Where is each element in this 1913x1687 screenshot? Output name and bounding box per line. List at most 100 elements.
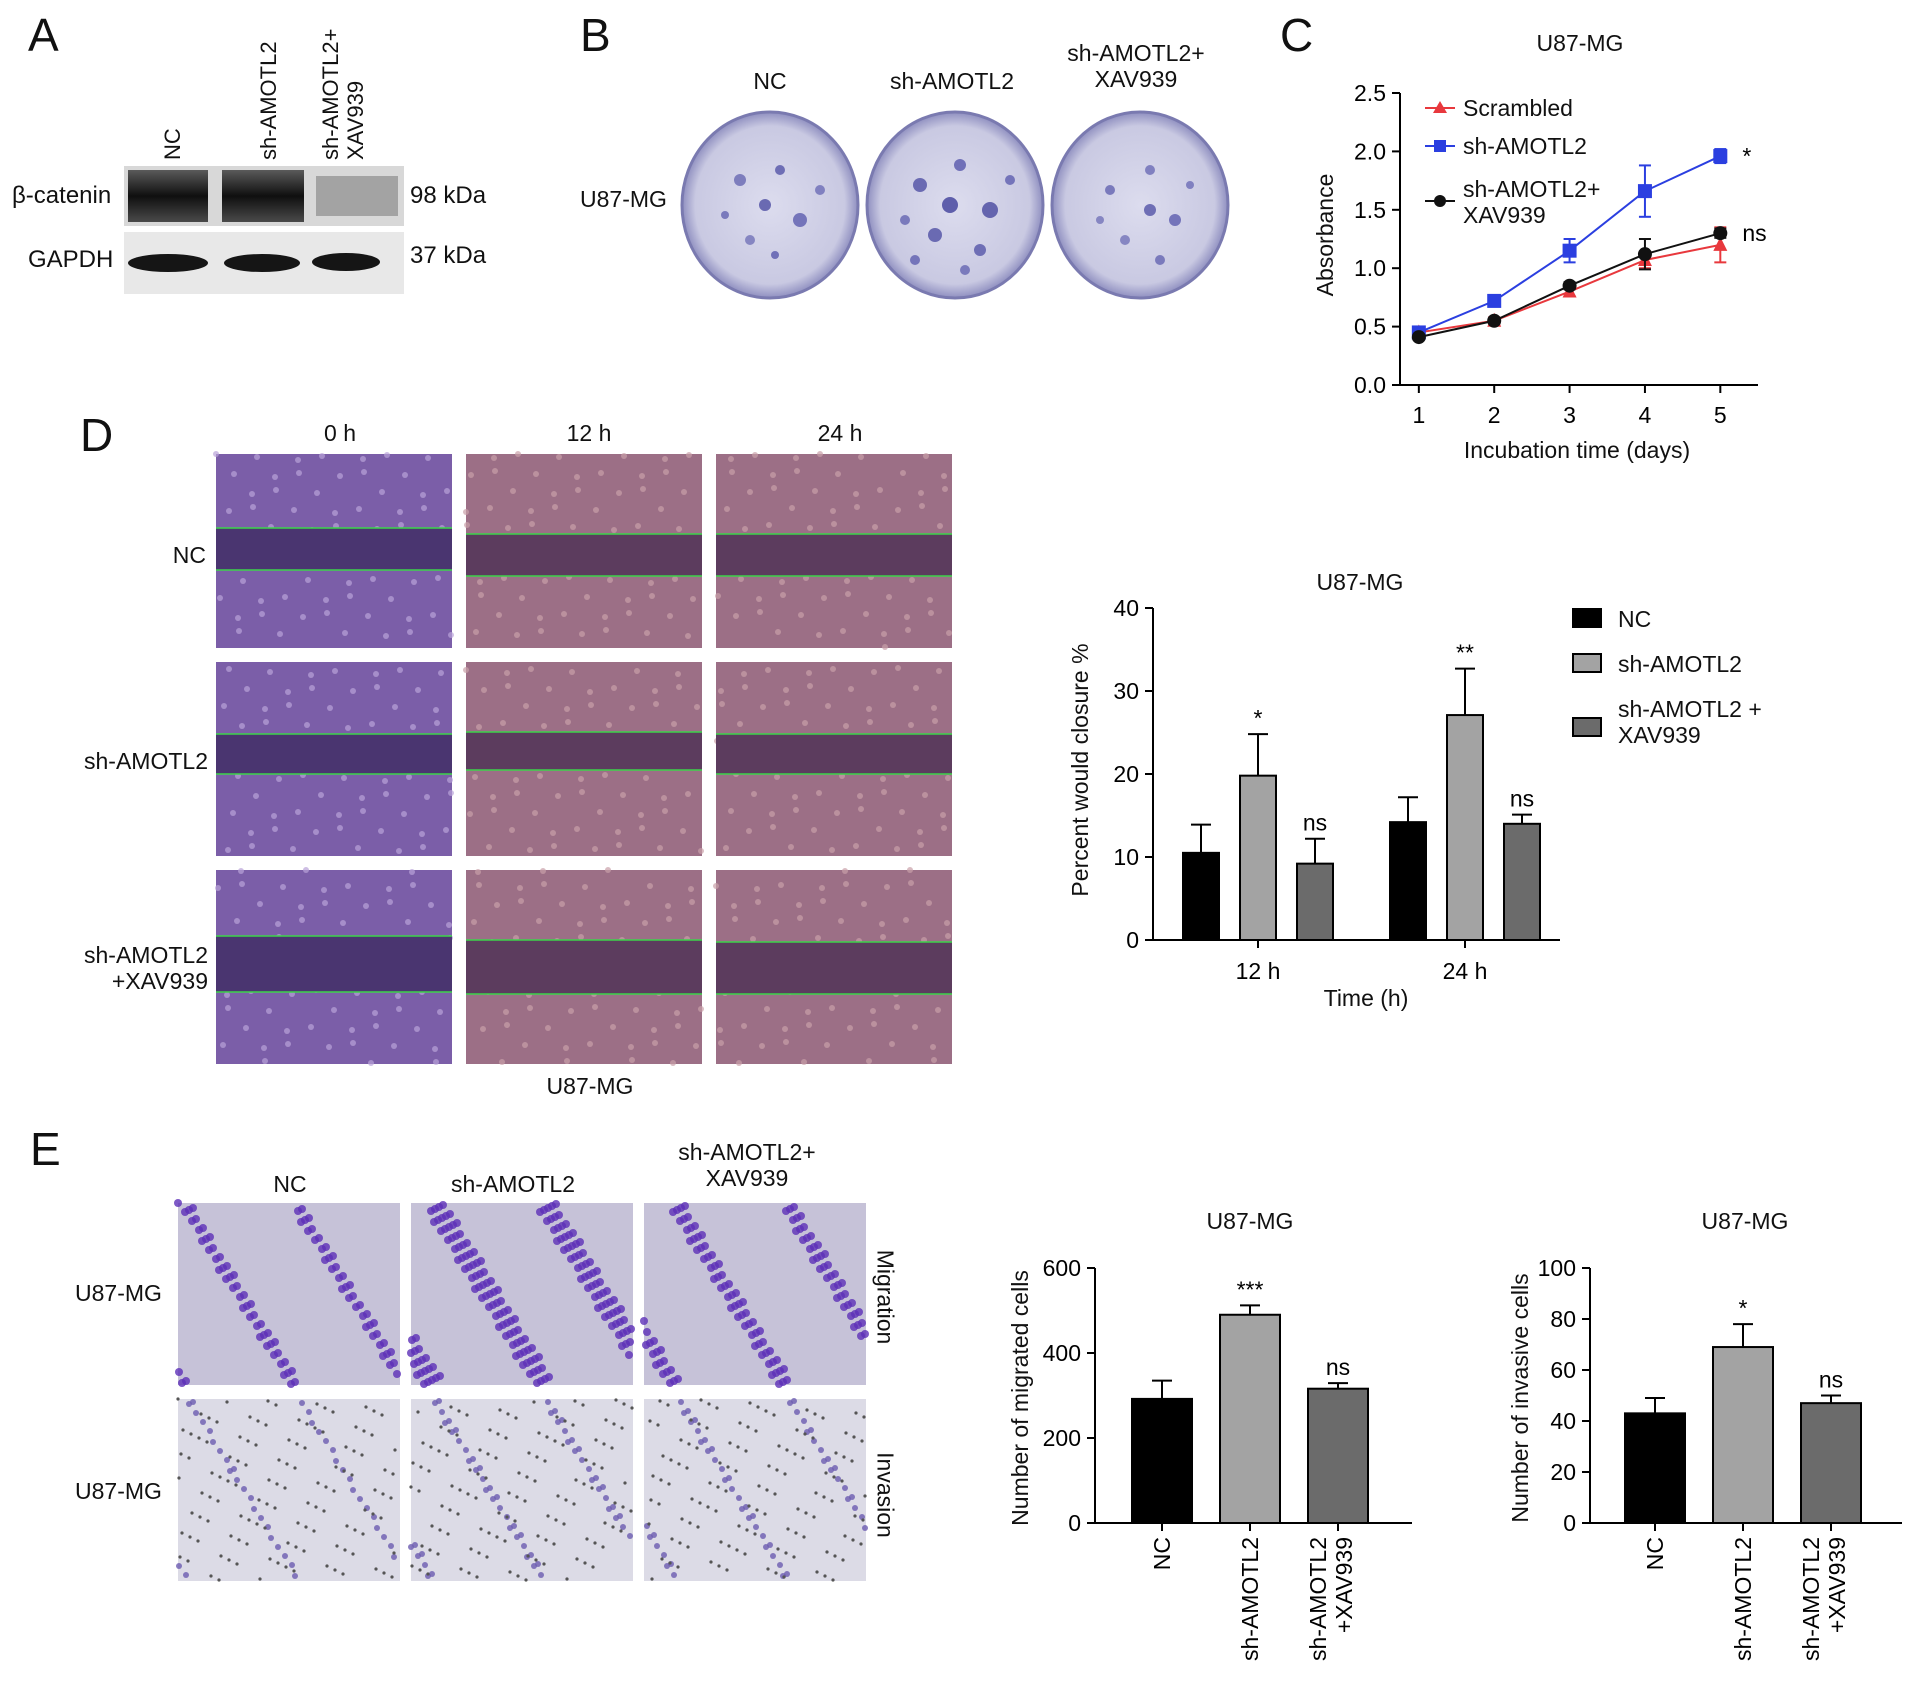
cell-dot bbox=[240, 578, 246, 584]
cell-dot bbox=[545, 1399, 551, 1405]
pore-dot bbox=[738, 1421, 742, 1425]
pore-dot bbox=[445, 1453, 449, 1457]
cell-dot bbox=[332, 668, 338, 674]
pore-dot bbox=[544, 1538, 548, 1542]
pore-dot bbox=[457, 1409, 461, 1413]
cell-dot bbox=[555, 1211, 563, 1219]
cell-dot bbox=[756, 1327, 764, 1335]
pore-dot bbox=[840, 1479, 844, 1483]
pore-dot bbox=[297, 1418, 301, 1422]
pore-dot bbox=[179, 1452, 183, 1456]
pore-dot bbox=[430, 1524, 434, 1528]
cell-dot bbox=[685, 791, 691, 797]
bar bbox=[1712, 1346, 1774, 1525]
cell-dot bbox=[759, 1043, 765, 1049]
cell-dot bbox=[661, 1552, 667, 1558]
cell-dot bbox=[370, 576, 376, 582]
cell-dot bbox=[685, 633, 691, 639]
transwell-column-label: sh-AMOTL2 bbox=[451, 1171, 575, 1197]
cell-dot bbox=[908, 722, 914, 728]
cell-dot bbox=[213, 451, 219, 457]
cell-dot bbox=[835, 471, 841, 477]
pore-dot bbox=[234, 1483, 238, 1487]
cell-dot bbox=[224, 992, 230, 998]
cell-dot bbox=[944, 920, 950, 926]
cell-dot bbox=[243, 1025, 249, 1031]
transwell-row-label: U87-MG bbox=[75, 1280, 162, 1306]
cell-dot bbox=[298, 904, 304, 910]
pore-dot bbox=[239, 1514, 243, 1518]
cell-dot bbox=[927, 597, 933, 603]
pore-dot bbox=[765, 1488, 769, 1492]
cell-dot bbox=[819, 885, 825, 891]
pore-dot bbox=[619, 1529, 623, 1533]
cell-dot bbox=[738, 576, 744, 582]
cell-dot bbox=[817, 451, 823, 457]
cell-dot bbox=[388, 1543, 394, 1549]
cell-dot bbox=[913, 685, 919, 691]
cell-dot bbox=[535, 1353, 543, 1361]
cell-dot bbox=[691, 1222, 699, 1230]
pore-dot bbox=[686, 1545, 690, 1549]
transwell-bg bbox=[178, 1399, 400, 1581]
pore-dot bbox=[255, 1522, 259, 1526]
cell-dot bbox=[447, 777, 453, 783]
pore-dot bbox=[244, 1463, 248, 1467]
pore-dot bbox=[525, 1475, 529, 1479]
cell-dot bbox=[446, 1418, 452, 1424]
cell-dot bbox=[264, 1329, 272, 1337]
cell-dot bbox=[718, 1040, 724, 1046]
cell-dot bbox=[370, 1319, 378, 1327]
pore-dot bbox=[813, 1412, 817, 1416]
pore-dot bbox=[555, 1415, 559, 1419]
cell-dot bbox=[373, 1330, 381, 1338]
pore-dot bbox=[656, 1423, 660, 1427]
cell-dot bbox=[206, 1233, 214, 1241]
cell-dot bbox=[675, 1023, 681, 1029]
pore-dot bbox=[411, 1461, 415, 1465]
pore-dot bbox=[678, 1541, 682, 1545]
pore-dot bbox=[573, 1399, 577, 1403]
pore-dot bbox=[725, 1568, 729, 1572]
cell-dot bbox=[824, 1261, 832, 1269]
cell-dot bbox=[643, 1328, 651, 1336]
pore-dot bbox=[679, 1438, 683, 1442]
pore-dot bbox=[409, 1485, 413, 1489]
transwell-image bbox=[174, 1199, 401, 1388]
pore-dot bbox=[217, 1578, 221, 1582]
pore-dot bbox=[391, 1472, 395, 1476]
pore-dot bbox=[834, 1451, 838, 1455]
cell-dot bbox=[225, 847, 231, 853]
cell-dot bbox=[577, 921, 583, 927]
cell-dot bbox=[825, 1456, 831, 1462]
cell-dot bbox=[831, 521, 837, 527]
pore-dot bbox=[469, 1547, 473, 1551]
pore-dot bbox=[216, 1499, 220, 1503]
pore-dot bbox=[303, 1446, 307, 1450]
cell-dot bbox=[806, 670, 812, 676]
pore-dot bbox=[766, 1567, 770, 1571]
cell-dot bbox=[602, 772, 608, 778]
cell-dot bbox=[505, 525, 511, 531]
cell-dot bbox=[244, 686, 250, 692]
cell-dot bbox=[467, 811, 473, 817]
cell-dot bbox=[285, 1041, 291, 1047]
data-point bbox=[1637, 184, 1652, 199]
pore-dot bbox=[862, 1415, 866, 1419]
cell-dot bbox=[538, 1572, 544, 1578]
cell-dot bbox=[715, 593, 721, 599]
cell-dot bbox=[718, 1271, 726, 1279]
cell-dot bbox=[340, 920, 346, 926]
cell-dot bbox=[698, 1231, 706, 1239]
pore-dot bbox=[556, 1494, 560, 1498]
cell-dot bbox=[603, 1495, 609, 1501]
cell-dot bbox=[249, 843, 255, 849]
cell-dot bbox=[480, 1268, 488, 1276]
cell-dot bbox=[266, 1008, 272, 1014]
wound-image bbox=[715, 451, 952, 650]
cell-dot bbox=[273, 487, 279, 493]
cell-dot bbox=[600, 1484, 606, 1490]
pore-dot bbox=[258, 1577, 262, 1581]
cell-dot bbox=[295, 457, 301, 463]
